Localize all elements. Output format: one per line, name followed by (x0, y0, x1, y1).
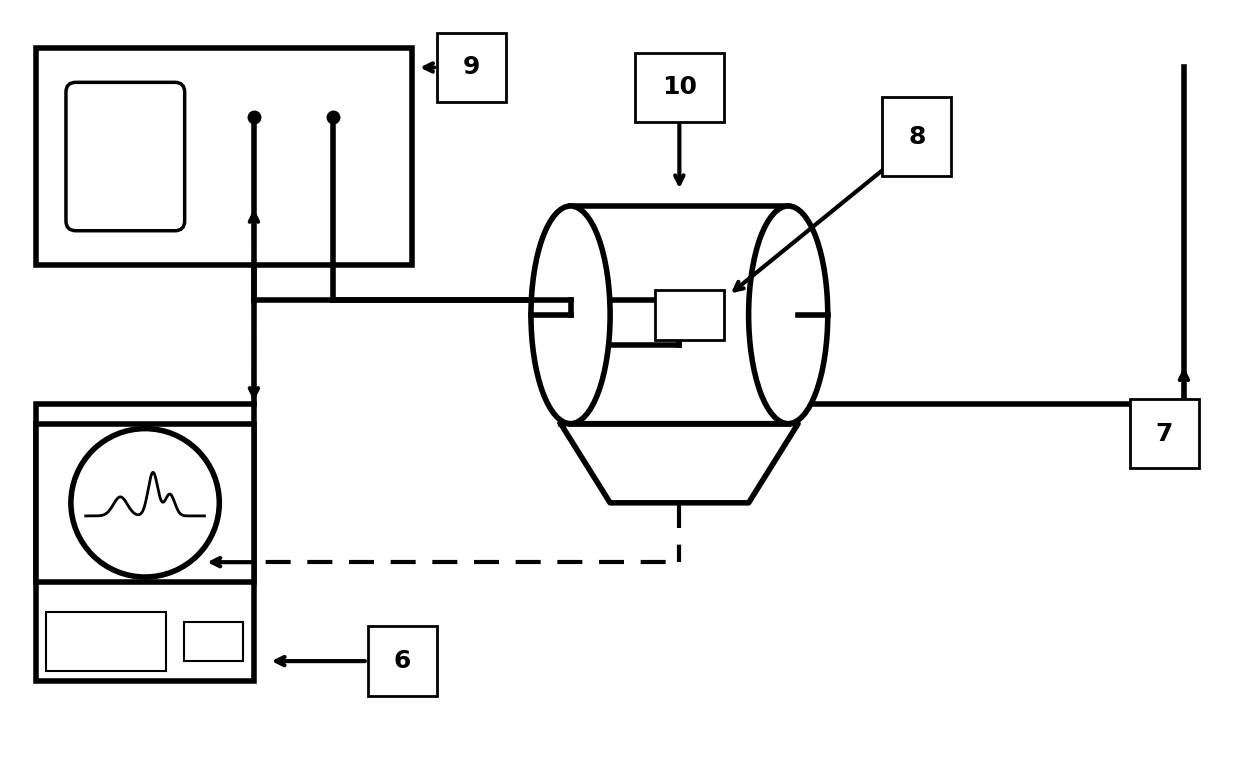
Bar (36, 423, 254, 582)
Bar (1130, 399, 1199, 468)
Bar (36, 48, 412, 265)
Circle shape (71, 429, 219, 577)
Text: 9: 9 (463, 56, 480, 79)
Bar (368, 626, 436, 695)
Text: 10: 10 (662, 75, 697, 100)
Bar (185, 622, 243, 661)
Ellipse shape (749, 206, 828, 423)
Bar (882, 97, 951, 176)
Ellipse shape (531, 206, 610, 423)
Text: 7: 7 (1156, 422, 1173, 445)
Text: 6: 6 (393, 649, 410, 673)
Bar (655, 290, 724, 339)
Bar (635, 53, 724, 122)
Text: 8: 8 (908, 125, 925, 149)
Bar (436, 33, 506, 102)
Polygon shape (560, 423, 799, 503)
Bar (36, 404, 254, 681)
Bar (570, 206, 789, 423)
FancyBboxPatch shape (66, 82, 185, 230)
Bar (46, 612, 166, 671)
